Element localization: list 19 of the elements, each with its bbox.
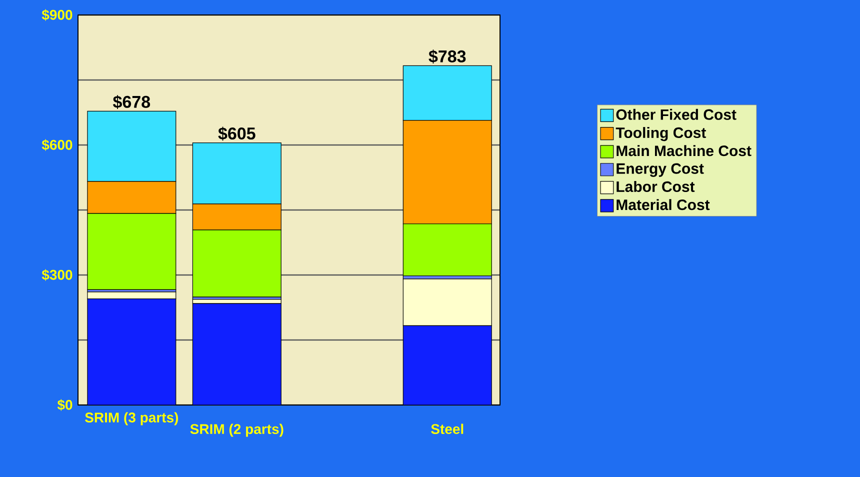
y-tick-label: $300 <box>42 269 72 281</box>
y-tick-label: $0 <box>57 399 72 411</box>
legend-label: Material Cost <box>616 199 710 210</box>
y-tick-label: $600 <box>42 139 72 151</box>
legend-label: Labor Cost <box>616 180 695 192</box>
x-tick-label: SRIM (2 parts) <box>190 424 284 437</box>
x-tick-label: Steel <box>431 424 464 434</box>
y-tick-label: $900 <box>42 9 72 21</box>
total-label: $678 <box>112 95 150 109</box>
bar <box>402 325 492 405</box>
bar <box>87 298 176 405</box>
bar <box>192 303 282 405</box>
legend-label: Main Machine Cost <box>616 145 752 156</box>
total-label: $605 <box>218 126 256 141</box>
legend-label: Tooling Cost <box>616 127 706 142</box>
x-tick-label: SRIM (3 parts) <box>85 412 178 426</box>
legend-label: Energy Cost <box>616 163 704 177</box>
total-label: $783 <box>428 50 466 64</box>
legend-label: Other Fixed Cost <box>616 108 736 120</box>
